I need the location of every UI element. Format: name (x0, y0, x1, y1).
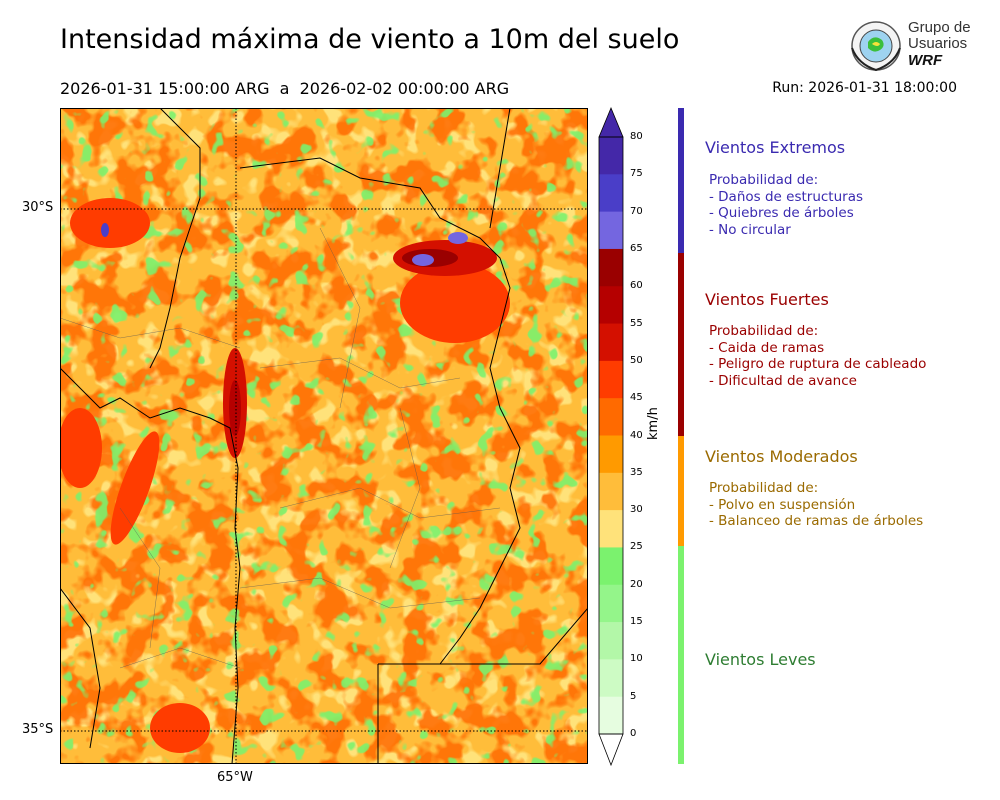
colorbar-tick-label: 0 (630, 728, 637, 739)
colorbar-segment (599, 547, 623, 586)
colorbar (598, 106, 624, 767)
colorbar-segment (599, 137, 623, 175)
category-line: - Dificultad de avance (709, 372, 857, 389)
colorbar-tick-label: 50 (630, 354, 643, 366)
graticule (60, 108, 588, 764)
map-title: Intensidad máxima de viento a 10m del su… (60, 24, 680, 55)
colorbar-tick-label: 80 (630, 131, 643, 142)
globe-icon (851, 21, 901, 72)
category-line: - Peligro de ruptura de cableado (709, 356, 927, 372)
wrf-logo: Grupo de Usuarios WRF (848, 18, 971, 74)
category-bar (678, 253, 684, 436)
logo-line-1: Grupo de (908, 19, 971, 36)
colorbar-tick-label: 40 (630, 429, 643, 441)
colorbar-tick-label: 25 (630, 541, 643, 553)
map-frame (60, 108, 588, 764)
category-bar (678, 108, 684, 253)
colorbar-segment (599, 174, 623, 213)
logo-line-2: Usuarios (908, 35, 968, 52)
department-borders (60, 227, 501, 669)
colorbar-tick-label: 45 (630, 392, 643, 404)
category-line: Probabilidad de: (709, 323, 819, 339)
category-line: Probabilidad de: (709, 480, 819, 496)
category-line: - Caida de ramas (709, 339, 825, 356)
category-bar (678, 546, 684, 764)
colorbar-segment (599, 398, 623, 436)
category-description: Probabilidad de: - Daños de estructuras - … (709, 172, 863, 238)
wind-map (60, 108, 588, 764)
colorbar-segment (599, 584, 623, 623)
colorbar-tick-label: 15 (630, 616, 643, 628)
colorbar-segment (599, 622, 623, 660)
colorbar-tick-label: 65 (630, 242, 643, 254)
forecast-period: 2026-01-31 15:00:00 ARG a 2026-02-02 00:… (60, 79, 510, 98)
colorbar-segment (599, 211, 623, 250)
colorbar-segment (599, 696, 623, 735)
colorbar-segment (599, 323, 623, 362)
colorbar-unit: km/h (646, 407, 661, 440)
colorbar-tick-label: 10 (630, 653, 643, 665)
category-title: Vientos Leves (705, 650, 816, 669)
colorbar-tick-label: 60 (630, 280, 643, 292)
country-borders (60, 108, 588, 764)
category-title: Vientos Moderados (705, 447, 858, 466)
category-bar (678, 436, 684, 546)
category-title: Vientos Extremos (705, 138, 846, 157)
colorbar-tick-label: 35 (630, 466, 643, 478)
category-description: Probabilidad de: - Caida de ramas - Peligr… (709, 323, 926, 389)
colorbar-tick-label: 55 (630, 317, 643, 329)
logo-line-3: WRF (908, 52, 943, 69)
lon-label-65: 65°W (217, 770, 253, 785)
category-line: - Quiebres de árboles (709, 205, 854, 221)
category-description: Probabilidad de: - Polvo en suspensión - B… (709, 480, 923, 530)
category-line: - Balanceo de ramas de árboles (709, 513, 924, 529)
strong-wind-zones (60, 198, 510, 753)
colorbar-tick-label: 30 (630, 504, 643, 516)
lat-label-35: 35°S (22, 722, 54, 737)
colorbar-tick-label: 20 (630, 578, 643, 590)
colorbar-segment (599, 435, 623, 474)
lat-label-30: 30°S (22, 200, 54, 215)
colorbar-tick-label: 75 (630, 168, 643, 180)
colorbar-segment (599, 472, 623, 511)
colorbar-segment (599, 360, 623, 399)
category-line: - Daños de estructuras (709, 188, 864, 205)
category-line: - Polvo en suspensión (709, 496, 856, 513)
colorbar-segment (599, 659, 623, 698)
colorbar-tick-label: 5 (630, 690, 637, 702)
run-time: Run: 2026-01-31 18:00:00 (772, 80, 957, 96)
colorbar-tick-label: 70 (630, 205, 643, 217)
category-line: Probabilidad de: (709, 172, 819, 188)
colorbar-segment (599, 510, 623, 548)
colorbar-segment (599, 248, 623, 287)
colorbar-segment (599, 286, 623, 325)
category-title: Vientos Fuertes (705, 290, 829, 309)
category-line: - No circular (709, 221, 791, 238)
